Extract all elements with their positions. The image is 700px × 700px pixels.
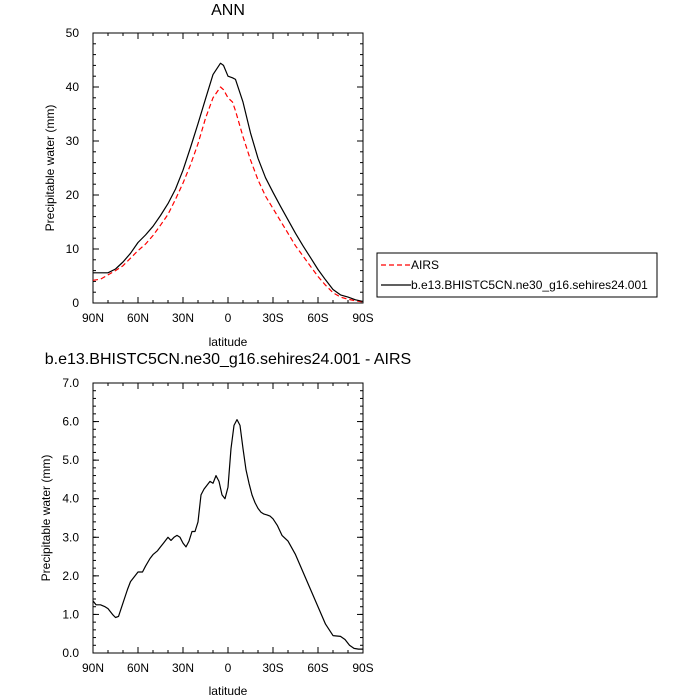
series-line-b-e13-bhistc5cn-ne30-g16-sehires24-001: [93, 62, 364, 302]
y-tick-label: 7.0: [62, 376, 79, 390]
x-tick-label: 30N: [172, 311, 194, 325]
legend-box: [376, 252, 658, 298]
x-tick-label: 90N: [82, 661, 104, 675]
top-plot: ANN 90N 60N 30N 0 30S 60S 90S 0 10 20 30 40 50 latit…: [43, 2, 374, 349]
y-tick-label: 3.0: [62, 530, 79, 544]
x-tick-label: 0: [225, 311, 232, 325]
x-tick-label: 90N: [82, 311, 104, 325]
x-tick-label: 90S: [352, 311, 373, 325]
series-line-diff-0: [92, 419, 363, 650]
top-chart-title: ANN: [211, 2, 245, 19]
x-tick-label: 60S: [307, 311, 328, 325]
x-tick-label: 60N: [127, 311, 149, 325]
y-tick-label: 1.0: [62, 607, 79, 621]
top-series: [92, 62, 364, 303]
top-legend: AIRS b.e13.BHISTC5CN.ne30_g16.sehires24.…: [376, 252, 658, 298]
bottom-plot: b.e13.BHISTC5CN.ne30_g16.sehires24.001 -…: [39, 351, 411, 698]
top-x-axis-label: latitude: [209, 335, 248, 349]
y-tick-label: 30: [66, 134, 80, 148]
y-tick-label: 10: [66, 242, 80, 256]
x-tick-label: 0: [225, 661, 232, 675]
y-tick-label: 50: [66, 26, 80, 40]
x-tick-label: 30S: [262, 661, 283, 675]
bottom-tick-labels: 90N 60N 30N 0 30S 60S 90S 0.0 1.0 2.0 3.0 4.0 5.0 6.0…: [62, 376, 373, 675]
bottom-chart-title: b.e13.BHISTC5CN.ne30_g16.sehires24.001 -…: [45, 351, 411, 368]
y-tick-label: 4.0: [62, 492, 79, 506]
y-tick-label: 20: [66, 188, 80, 202]
legend-airs-label: AIRS: [411, 258, 439, 272]
y-tick-label: 40: [66, 80, 80, 94]
bottom-ticks: [92, 382, 364, 654]
bottom-x-axis-label: latitude: [209, 684, 248, 698]
x-tick-label: 60S: [307, 661, 328, 675]
x-tick-label: 60N: [127, 661, 149, 675]
y-tick-label: 5.0: [62, 453, 79, 467]
top-plot-frame: [92, 32, 364, 304]
top-ticks: [92, 32, 364, 304]
y-tick-label: 2.0: [62, 569, 79, 583]
legend-model-label: b.e13.BHISTC5CN.ne30_g16.sehires24.001: [411, 278, 648, 292]
y-tick-label: 0: [72, 296, 79, 310]
bottom-plot-frame: [92, 382, 364, 654]
x-tick-label: 30N: [172, 661, 194, 675]
top-y-axis-label: Precipitable water (mm): [43, 105, 57, 232]
bottom-y-axis-label: Precipitable water (mm): [39, 455, 53, 582]
y-tick-label: 0.0: [62, 646, 79, 660]
series-line-airs: [92, 86, 364, 303]
x-tick-label: 90S: [352, 661, 373, 675]
x-tick-label: 30S: [262, 311, 283, 325]
top-tick-labels: 90N 60N 30N 0 30S 60S 90S 0 10 20 30 40 50: [66, 26, 374, 325]
y-tick-label: 6.0: [62, 415, 79, 429]
bottom-series: [92, 419, 363, 650]
